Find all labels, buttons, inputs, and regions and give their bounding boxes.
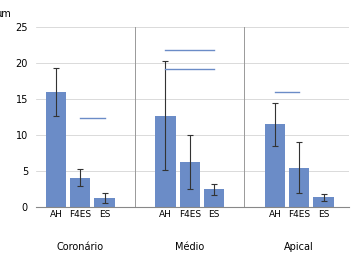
Text: μm: μm bbox=[0, 9, 11, 19]
Bar bbox=[179, 162, 200, 207]
Bar bbox=[46, 92, 66, 207]
Bar bbox=[155, 116, 176, 207]
Bar bbox=[94, 198, 115, 207]
Bar bbox=[289, 168, 309, 207]
Bar bbox=[313, 197, 334, 207]
Bar bbox=[70, 178, 90, 207]
Bar bbox=[265, 124, 285, 207]
Text: Coronário: Coronário bbox=[57, 242, 104, 252]
Text: Apical: Apical bbox=[284, 242, 314, 252]
Text: Médio: Médio bbox=[175, 242, 204, 252]
Bar bbox=[204, 189, 224, 207]
